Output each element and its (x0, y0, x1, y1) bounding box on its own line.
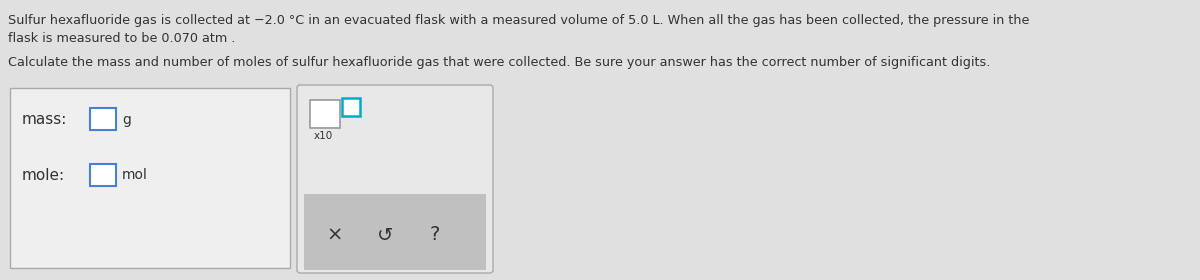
Bar (304, 194, 486, 270)
Text: mass:: mass: (22, 113, 67, 127)
Text: flask is measured to be 0.070 atm .: flask is measured to be 0.070 atm . (8, 32, 235, 45)
Text: ↺: ↺ (377, 225, 394, 244)
Text: ×: × (326, 225, 343, 244)
Text: Sulfur hexafluoride gas is collected at −2.0 °C in an evacuated flask with a mea: Sulfur hexafluoride gas is collected at … (8, 14, 1030, 27)
FancyBboxPatch shape (298, 85, 493, 273)
Bar (310, 100, 340, 128)
Text: Calculate the mass and number of moles of sulfur hexafluoride gas that were coll: Calculate the mass and number of moles o… (8, 56, 990, 69)
Text: ?: ? (430, 225, 440, 244)
Bar (90, 108, 116, 130)
Bar (342, 98, 360, 116)
Bar (90, 164, 116, 186)
Bar (10, 88, 290, 268)
Text: mole:: mole: (22, 167, 65, 183)
Text: x10: x10 (314, 131, 334, 141)
Text: mol: mol (122, 168, 148, 182)
Text: g: g (122, 113, 131, 127)
